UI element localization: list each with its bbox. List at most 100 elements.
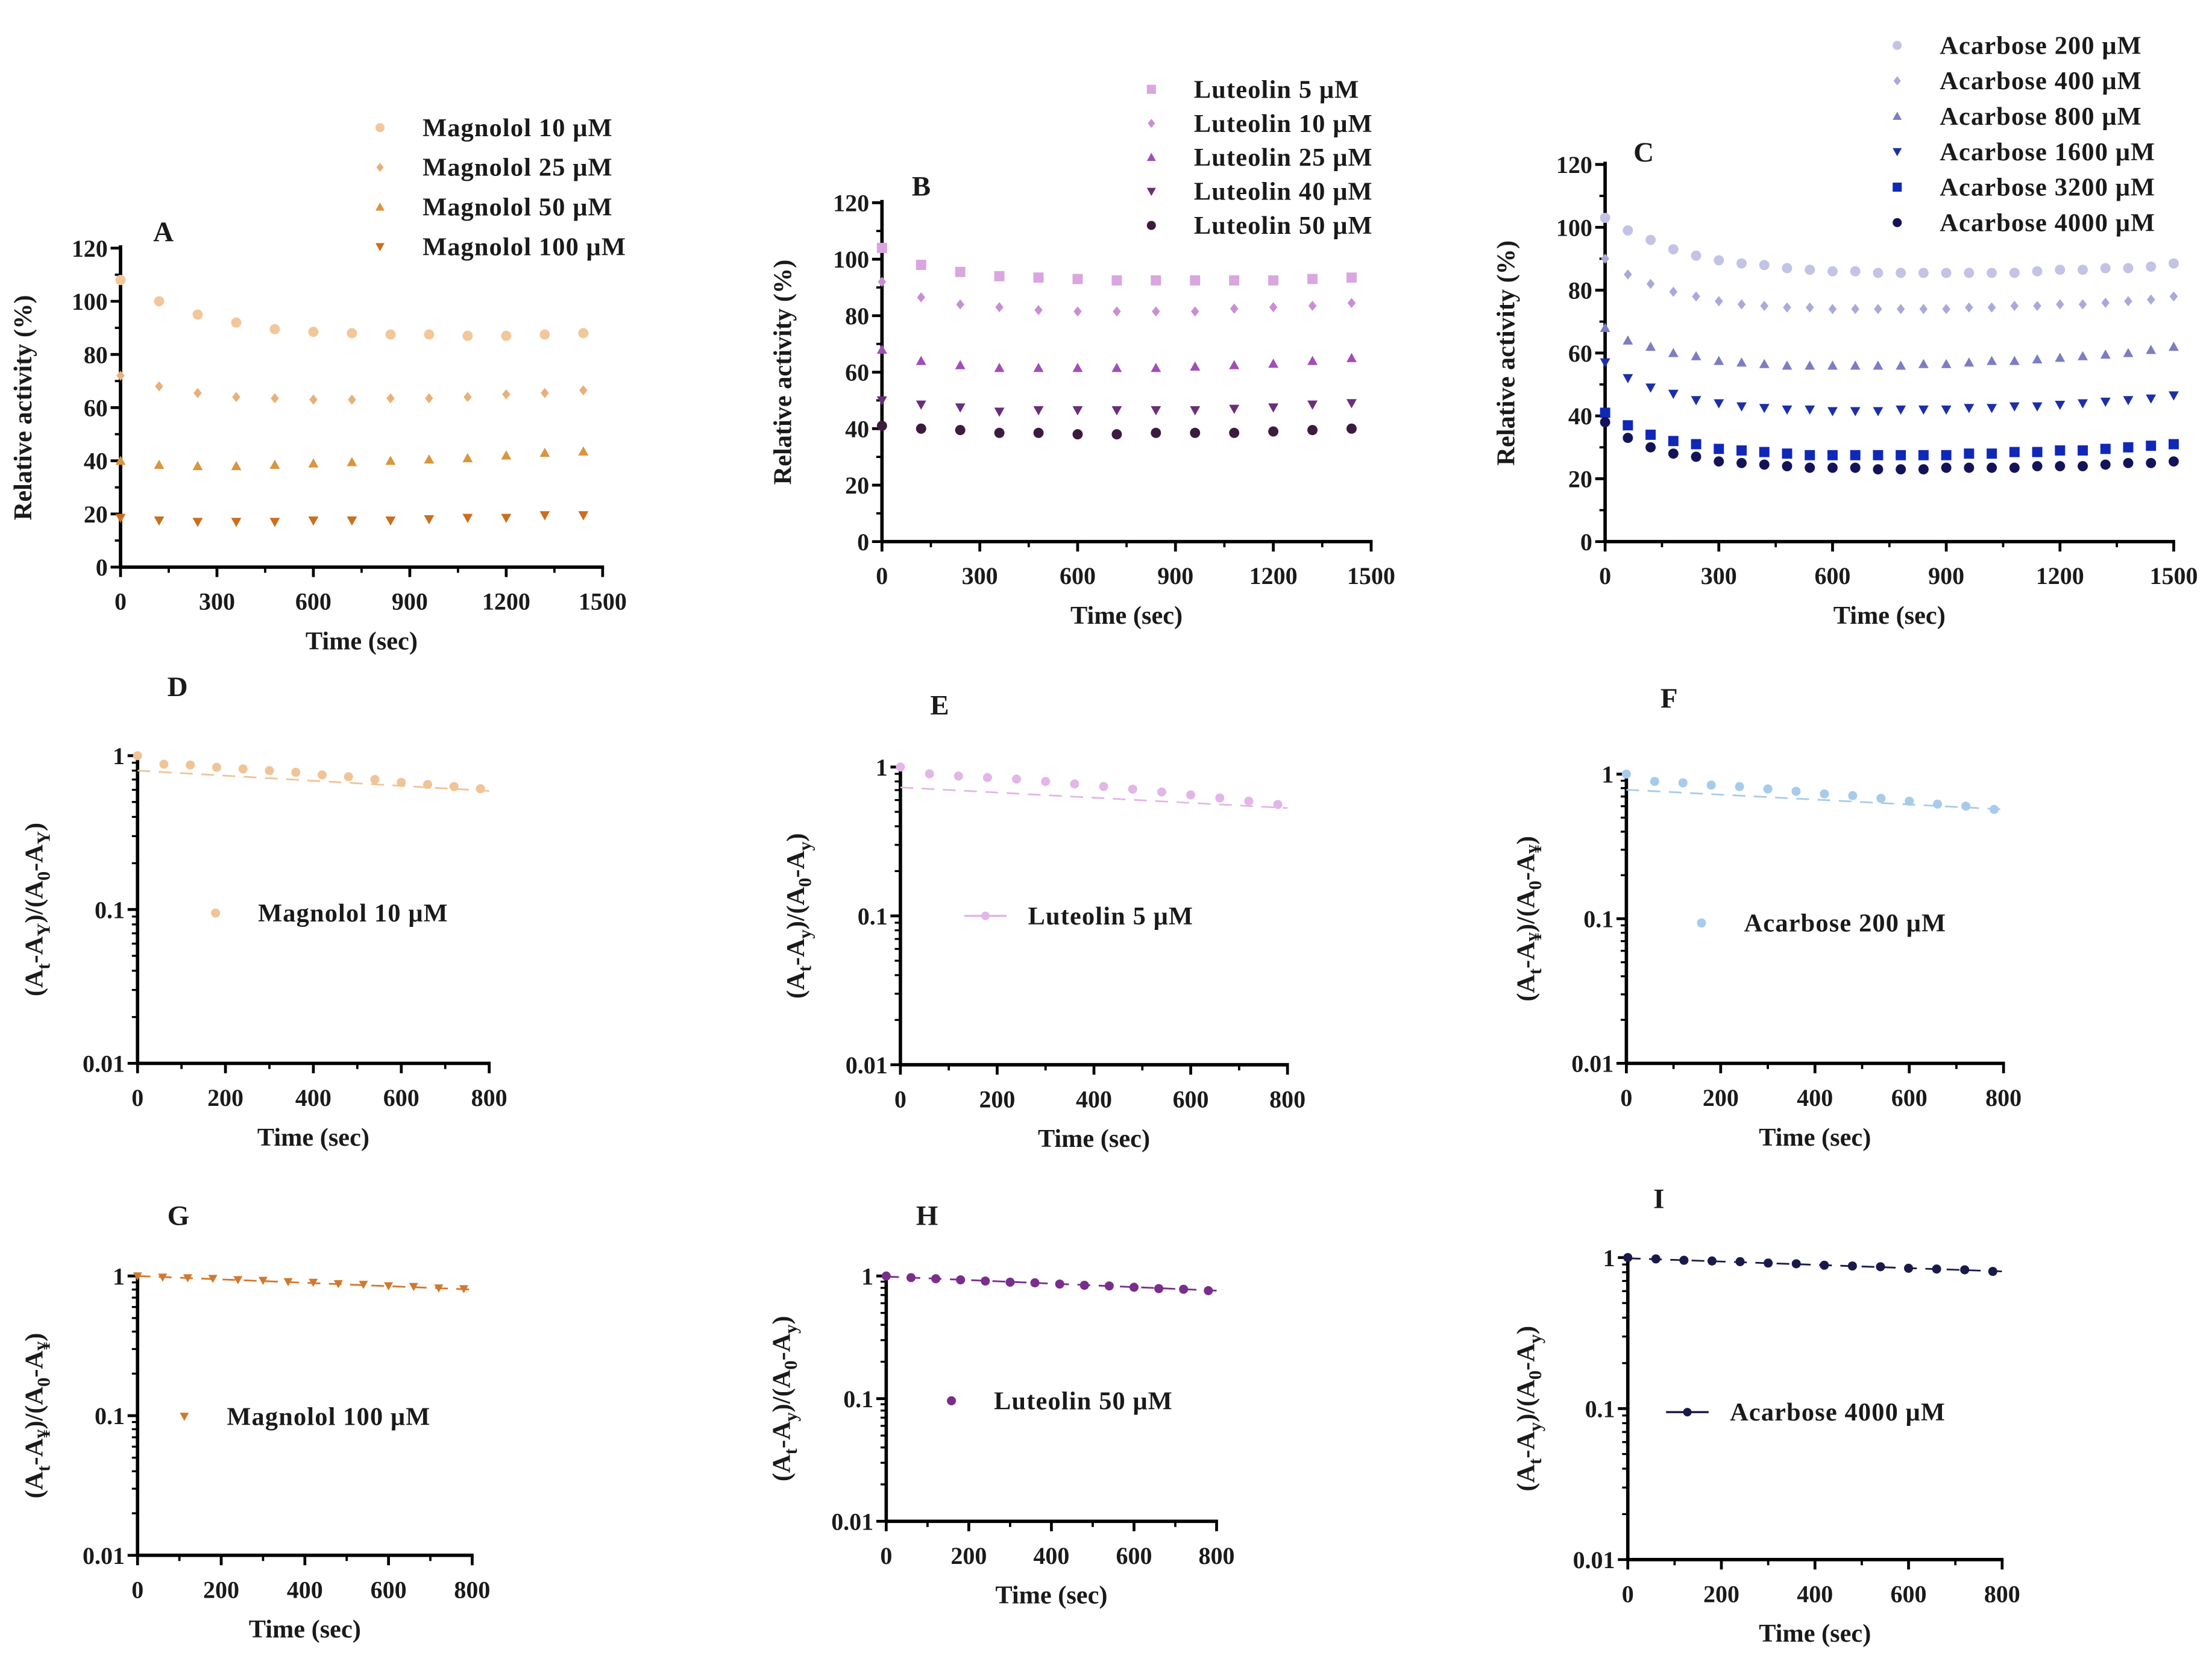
- legend-label: Luteolin 25 μM: [1194, 143, 1373, 172]
- y-tick-label: 60: [84, 394, 108, 421]
- y-tick-label: 0.1: [1585, 1395, 1615, 1422]
- legend-marker: [981, 911, 990, 920]
- data-point: [2009, 356, 2020, 365]
- y-axis-label: (At-A¥)/(A0-A¥): [1512, 836, 1545, 1002]
- data-point: [2078, 299, 2087, 310]
- x-tick-label: 600: [1891, 1580, 1927, 1607]
- data-point: [1735, 1257, 1745, 1266]
- data-point: [309, 394, 318, 405]
- data-point: [1941, 268, 1952, 278]
- series-2: [116, 370, 588, 405]
- data-point: [1941, 359, 1952, 368]
- data-point: [1151, 363, 1161, 372]
- data-point: [981, 1276, 990, 1286]
- data-point: [1714, 255, 1724, 266]
- x-axis-label: Time (sec): [306, 627, 418, 655]
- data-point: [1964, 404, 1975, 413]
- data-point: [462, 513, 473, 523]
- legend-label: Acarbose 1600 μM: [1940, 138, 2155, 166]
- y-tick-label: 0.01: [1573, 1546, 1615, 1574]
- data-point: [2169, 291, 2178, 302]
- data-point: [2146, 457, 2157, 468]
- y-label-part: -A: [1512, 853, 1540, 880]
- data-point: [385, 329, 396, 340]
- data-point: [1714, 444, 1724, 454]
- data-point: [2078, 351, 2088, 360]
- y-label-subscript: 0: [33, 1378, 54, 1387]
- series-1: [881, 1271, 1217, 1296]
- data-point: [370, 774, 380, 784]
- data-point: [1964, 357, 1975, 367]
- data-point: [1791, 786, 1801, 796]
- x-tick-label: 1200: [2036, 562, 2084, 589]
- data-point: [1987, 356, 1997, 365]
- x-tick-label: 0: [880, 1542, 892, 1569]
- y-label-subscript: ¥: [1525, 932, 1545, 941]
- legend-label: Magnolol 25 μM: [423, 154, 613, 182]
- y-label-part: ): [767, 1316, 796, 1324]
- y-tick-label: 20: [1568, 465, 1592, 492]
- x-tick-label: 600: [1173, 1085, 1209, 1113]
- data-point: [1623, 420, 1633, 431]
- x-axis-label: Time (sec): [1759, 1123, 1871, 1152]
- data-point: [896, 762, 905, 772]
- data-point: [1152, 306, 1160, 317]
- data-point: [1905, 796, 1914, 806]
- data-point: [1763, 784, 1773, 794]
- y-label-subscript: t: [1525, 1458, 1545, 1464]
- data-point: [1714, 456, 1724, 467]
- data-point: [994, 363, 1005, 372]
- data-point: [1896, 464, 1906, 475]
- data-point: [1735, 782, 1744, 791]
- data-point: [2146, 345, 2157, 354]
- y-label-subscript: ¥: [33, 1341, 54, 1351]
- data-point: [1782, 263, 1793, 274]
- data-point: [1600, 322, 1610, 332]
- data-point: [1215, 793, 1225, 803]
- x-tick-label: 300: [1701, 562, 1737, 589]
- data-point: [1623, 433, 1633, 444]
- data-point: [1190, 361, 1201, 371]
- data-point: [2009, 447, 2020, 457]
- data-point: [463, 392, 472, 403]
- data-point: [333, 1280, 343, 1288]
- y-label-subscript: t: [1525, 968, 1545, 975]
- y-label-subscript: y: [781, 1325, 801, 1334]
- data-point: [159, 759, 169, 769]
- data-point: [1918, 405, 1929, 415]
- data-point: [1645, 442, 1656, 453]
- data-point: [1873, 450, 1884, 460]
- legend-marker: [376, 163, 384, 172]
- legend-label: Magnolol 10 μM: [423, 114, 613, 142]
- data-point: [1307, 274, 1318, 284]
- legend-entry: Acarbose 800 μM: [1893, 102, 2141, 131]
- data-point: [317, 770, 327, 780]
- x-tick-label: 0: [876, 562, 888, 589]
- data-point: [1668, 348, 1679, 357]
- series-4: [1600, 358, 2179, 416]
- legend-label: Luteolin 50 μM: [1194, 212, 1373, 240]
- data-point: [2168, 341, 2179, 351]
- legend-marker: [1893, 218, 1902, 227]
- data-point: [2010, 301, 2019, 312]
- legend-label: Acarbose 400 μM: [1940, 67, 2142, 95]
- x-tick-label: 800: [1269, 1085, 1306, 1113]
- data-point: [1876, 1262, 1885, 1272]
- x-tick-label: 900: [392, 588, 428, 615]
- legend-marker: [1146, 152, 1156, 162]
- data-point: [2146, 294, 2155, 305]
- data-point: [347, 328, 357, 339]
- data-point: [501, 513, 512, 523]
- data-point: [1347, 298, 1356, 309]
- series-4: [876, 396, 1357, 417]
- data-point: [1186, 790, 1196, 800]
- data-point: [1346, 272, 1357, 283]
- data-point: [1759, 459, 1770, 470]
- data-point: [2078, 445, 2088, 456]
- y-tick-label: 40: [84, 448, 108, 475]
- legend-entry: Acarbose 4000 μM: [1666, 1398, 1945, 1427]
- data-point: [1072, 429, 1083, 440]
- data-point: [876, 242, 887, 253]
- data-point: [1624, 269, 1632, 280]
- y-label-part: (A: [767, 1454, 796, 1481]
